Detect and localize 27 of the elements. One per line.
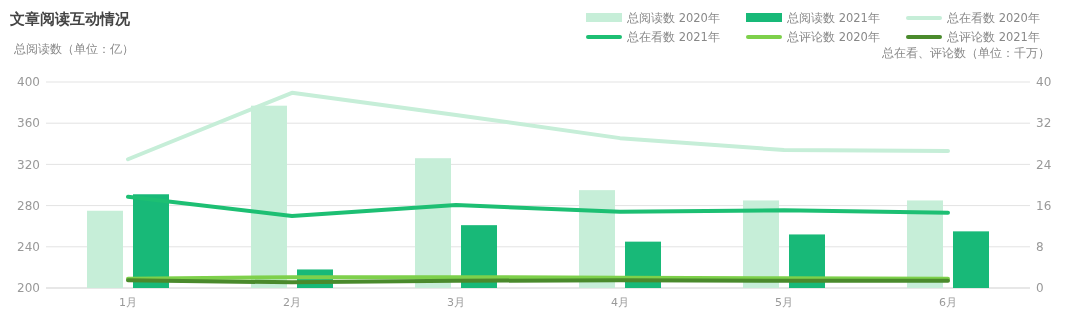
x-tick-label: 5月 [775, 296, 793, 309]
y-tick-label: 320 [17, 157, 40, 172]
x-tick-label: 2月 [283, 296, 301, 309]
legend-label: 总阅读数 2020年 [626, 11, 720, 26]
legend-label: 总在看数 2021年 [626, 30, 720, 45]
x-tick-label: 4月 [611, 296, 629, 309]
legend-label: 总评论数 2020年 [786, 30, 880, 45]
y-axis-title: 总阅读数（单位：亿） [13, 42, 134, 56]
y-tick-label: 240 [17, 240, 40, 254]
legend-label: 总阅读数 2021年 [786, 11, 880, 26]
chart-title: 文章阅读互动情况 [9, 10, 131, 28]
y2-tick-label: 16 [1036, 198, 1052, 213]
legend-label: 总在看数 2020年 [946, 11, 1040, 26]
y-tick-label: 200 [17, 281, 40, 296]
y2-tick-label: 0 [1036, 281, 1044, 296]
legend-label: 总评论数 2021年 [946, 30, 1040, 45]
x-tick-label: 3月 [447, 296, 465, 309]
y2-tick-label: 40 [1036, 75, 1052, 90]
x-tick-label: 1月 [119, 296, 137, 309]
y2-tick-label: 8 [1036, 240, 1044, 254]
y-tick-label: 280 [17, 198, 40, 213]
y-tick-label: 360 [17, 116, 40, 131]
y2-tick-label: 24 [1036, 157, 1052, 172]
y2-tick-label: 32 [1036, 116, 1052, 131]
x-tick-label: 6月 [939, 296, 957, 309]
y2-axis-title: 总在看、评论数（单位：千万） [881, 46, 1050, 60]
y-tick-label: 400 [17, 75, 40, 90]
